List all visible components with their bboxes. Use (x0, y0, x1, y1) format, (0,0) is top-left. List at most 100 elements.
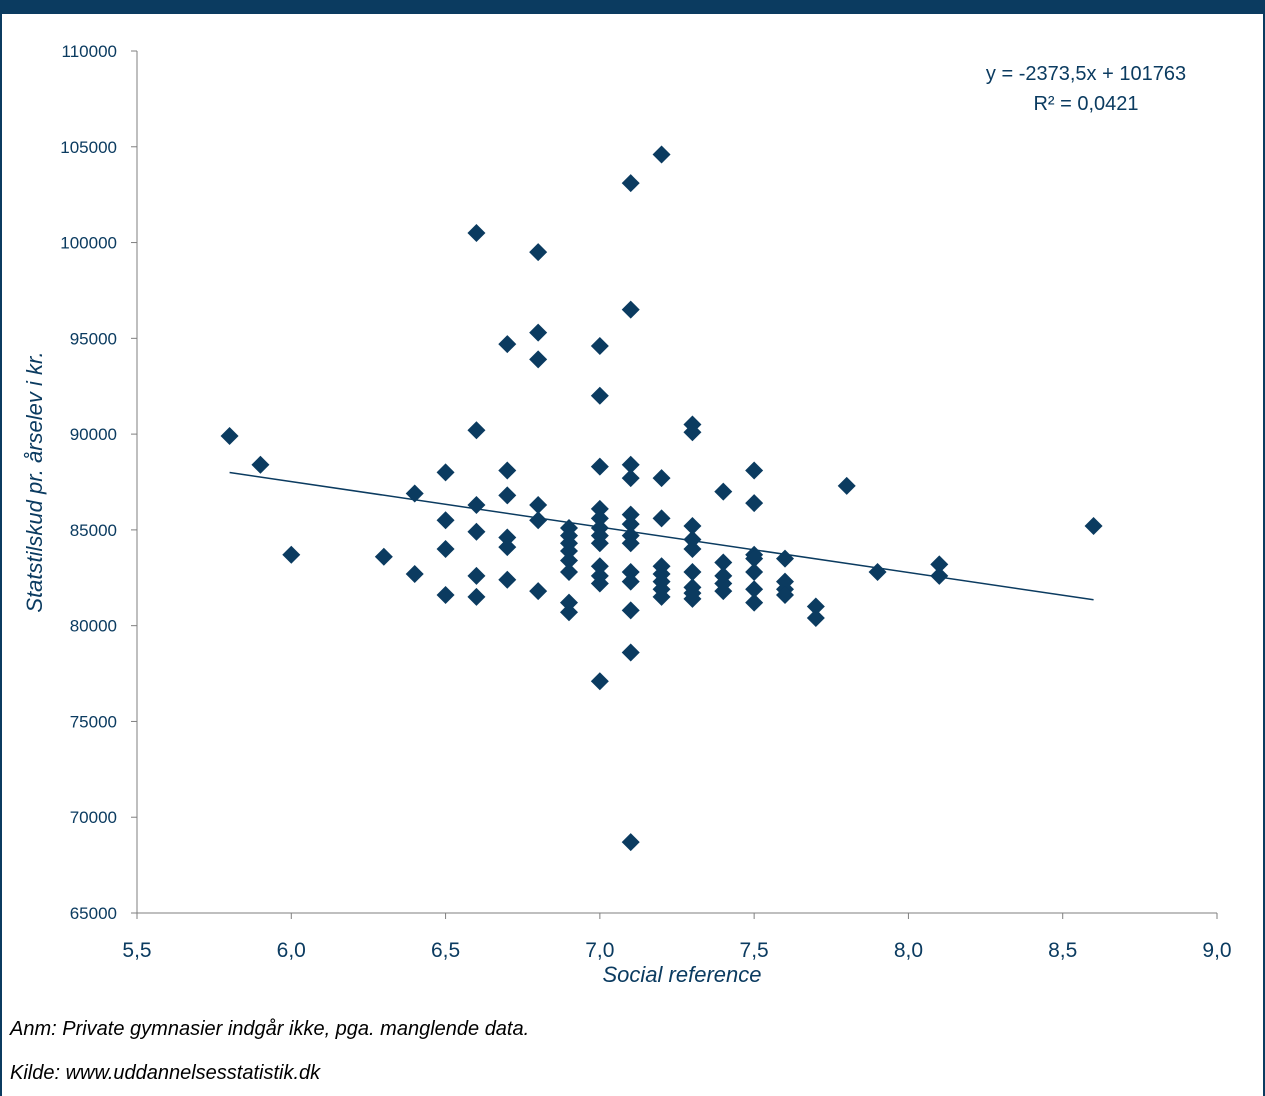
data-point (498, 538, 517, 557)
data-point (467, 495, 486, 514)
data-point (529, 323, 548, 342)
data-point (683, 517, 702, 536)
data-point (621, 534, 640, 553)
data-points (220, 145, 1103, 852)
data-point (714, 482, 733, 501)
data-point (837, 476, 856, 495)
data-point (745, 494, 764, 513)
data-point (405, 564, 424, 583)
tick-labels: 65000 70000 75000 80000 85000 90000 95000 10000… (60, 42, 1231, 962)
data-point (405, 484, 424, 503)
y-tick-label: 75000 (70, 712, 117, 731)
y-tick-label: 85000 (70, 521, 117, 540)
data-point (745, 580, 764, 599)
data-point (621, 572, 640, 591)
data-point (251, 455, 270, 474)
data-point (220, 427, 239, 446)
y-tick-label: 65000 (70, 904, 117, 923)
data-point (652, 469, 671, 488)
data-point (436, 586, 455, 605)
data-point (282, 545, 301, 564)
x-tick-label: 6,5 (431, 939, 460, 962)
data-point (529, 350, 548, 369)
x-tick-label: 7,5 (740, 939, 769, 962)
data-point (621, 601, 640, 620)
data-point (467, 223, 486, 242)
note-source: Kilde: www.uddannelsesstatistik.dk (10, 1062, 321, 1084)
note-anm: Anm: Private gymnasier indgår ikke, pga.… (10, 1018, 530, 1040)
data-point (683, 540, 702, 559)
data-point (590, 336, 609, 355)
data-point (745, 549, 764, 568)
data-point (930, 566, 949, 585)
y-tick-label: 100000 (60, 234, 117, 253)
data-point (498, 528, 517, 547)
scatter-chart: 65000 70000 75000 80000 85000 90000 95000 10000… (22, 42, 1232, 987)
x-tick-label: 8,5 (1048, 939, 1077, 962)
data-point (930, 555, 949, 574)
data-point (560, 551, 578, 570)
data-point (776, 586, 794, 605)
data-point (436, 511, 455, 530)
data-point (560, 603, 578, 622)
data-point (467, 421, 486, 440)
data-point (436, 540, 455, 559)
y-tick-label: 80000 (70, 617, 117, 636)
data-point (560, 593, 578, 612)
data-point (498, 335, 517, 354)
data-point (467, 566, 486, 585)
data-point (590, 386, 609, 405)
data-point (560, 541, 578, 560)
data-point (590, 499, 609, 518)
y-tick-label: 70000 (70, 808, 117, 827)
data-point (590, 574, 609, 593)
x-tick-label: 8,0 (894, 939, 923, 962)
data-point (621, 563, 640, 582)
data-point (714, 553, 733, 572)
data-point (590, 534, 609, 553)
data-point (590, 509, 609, 528)
data-point (745, 593, 764, 612)
trendline-equation: y = -2373,5x + 101763 (986, 63, 1186, 85)
y-tick-label: 105000 (60, 138, 117, 157)
data-point (374, 547, 393, 566)
y-axis-title: Statstilskud pr. årselev i kr. (22, 351, 47, 612)
data-point (590, 672, 609, 691)
data-point (590, 557, 609, 576)
data-point (1084, 517, 1103, 536)
data-point (806, 609, 825, 628)
r-squared-label: R² = 0,0421 (1033, 93, 1138, 115)
x-tick-label: 5,5 (122, 939, 151, 962)
data-point (683, 423, 702, 442)
data-point (436, 463, 455, 482)
x-axis-title: Social reference (603, 962, 762, 987)
data-point (529, 243, 548, 262)
data-point (806, 597, 825, 616)
data-point (467, 522, 486, 541)
x-tick-label: 9,0 (1202, 939, 1231, 962)
data-point (621, 643, 640, 662)
y-tick-label: 95000 (70, 329, 117, 348)
data-point (683, 563, 702, 582)
data-point (652, 509, 671, 528)
x-tick-label: 6,0 (277, 939, 306, 962)
data-point (621, 455, 640, 474)
data-point (652, 587, 671, 606)
data-point (683, 589, 702, 608)
trendline-group (229, 471, 1094, 601)
x-tick-label: 7,0 (585, 939, 614, 962)
trendline (229, 471, 1094, 601)
axes (131, 50, 1218, 919)
data-point (529, 495, 548, 514)
header-bar (0, 0, 1265, 14)
data-point (560, 563, 578, 582)
data-point (467, 587, 486, 606)
data-point (745, 461, 764, 480)
data-point (714, 582, 733, 601)
data-point (868, 563, 887, 582)
data-point (621, 505, 640, 524)
data-point (529, 582, 548, 601)
data-point (683, 530, 702, 549)
data-point (621, 833, 640, 852)
